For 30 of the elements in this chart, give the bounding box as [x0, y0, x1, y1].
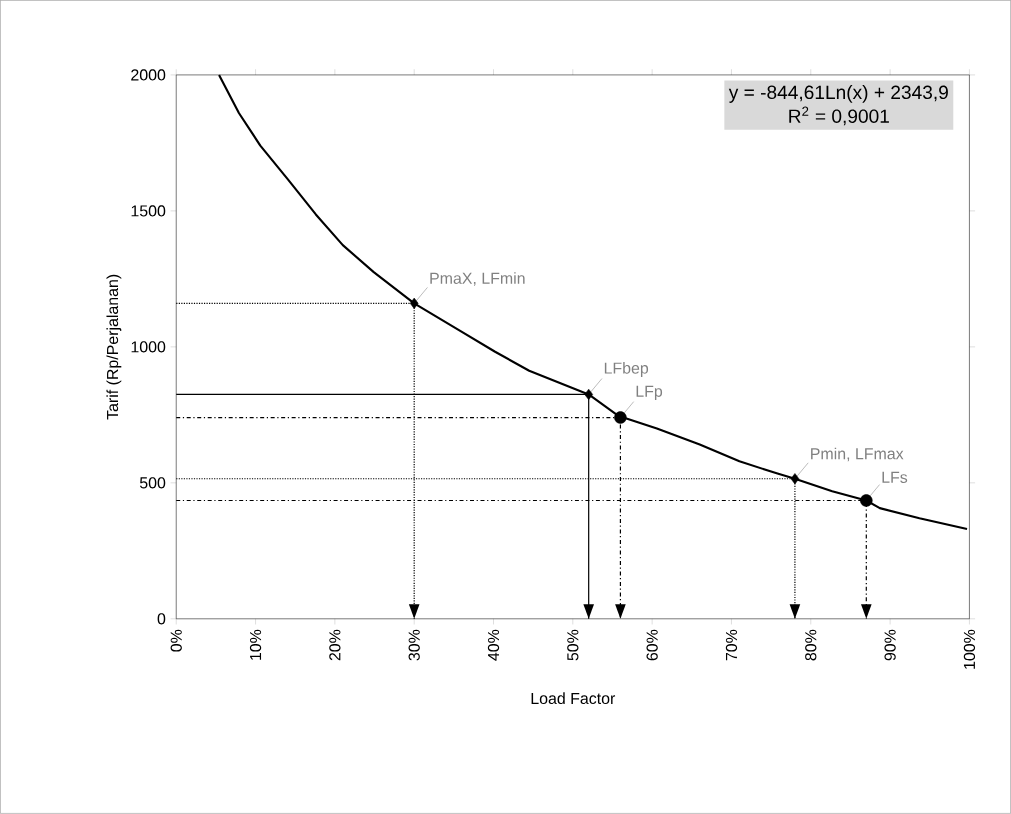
- x-axis-title: Load Factor: [531, 692, 616, 705]
- annotation: LFp: [636, 385, 663, 401]
- y-tick-label: 2000: [131, 69, 166, 81]
- x-tick-label: 0%: [170, 629, 182, 652]
- annotation: LFs: [882, 472, 908, 484]
- x-tick-label: 20%: [329, 629, 341, 661]
- point: [790, 473, 800, 485]
- point: [860, 494, 873, 507]
- y-tick-label: 500: [139, 477, 166, 489]
- point: [409, 297, 419, 310]
- x-tick-label: 10%: [249, 629, 262, 660]
- annotation: PmaX, LFmin: [430, 272, 525, 286]
- point: [614, 411, 627, 424]
- x-tick-label: 80%: [805, 629, 817, 661]
- x-tick-label: 30%: [408, 629, 420, 661]
- y-tick-label: 1500: [131, 205, 166, 217]
- annotation: LFbep: [604, 362, 649, 378]
- y-tick-label: 1000: [131, 341, 166, 353]
- annotation: R$^{2}$ = 0,9001: [789, 106, 889, 126]
- y-axis-title: Tarif (Rp/Perjalanan): [106, 274, 122, 420]
- annotation: y = -844,61Ln(x) + 2343,9: [728, 85, 948, 104]
- point: [584, 389, 593, 401]
- x-tick-label: 50%: [567, 629, 579, 661]
- x-tick-label: 70%: [725, 629, 738, 661]
- x-tick-label: 90%: [884, 629, 896, 661]
- x-tick-label: 100%: [963, 629, 976, 669]
- x-tick-label: 60%: [646, 629, 658, 661]
- annotation: Pmin, LFmax: [811, 447, 904, 462]
- y-tick-label: 0: [157, 613, 166, 625]
- x-tick-label: 40%: [487, 629, 500, 661]
